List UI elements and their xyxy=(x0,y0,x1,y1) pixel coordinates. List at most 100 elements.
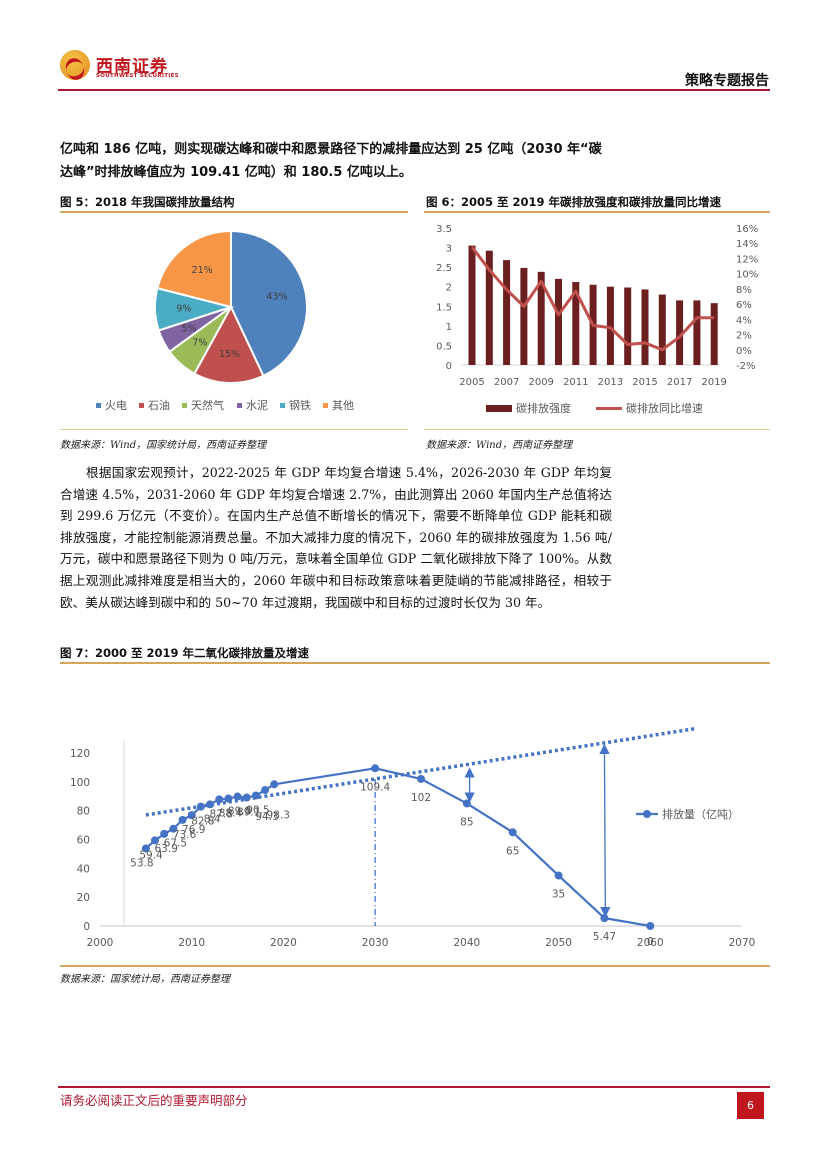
bar xyxy=(572,282,580,365)
data-label: 73.6 xyxy=(173,829,197,841)
figure6-title: 图 6：2005 至 2019 年碳排放强度和碳排放量同比增速 xyxy=(426,195,722,209)
data-point xyxy=(206,800,215,809)
svg-text:2030: 2030 xyxy=(362,937,389,949)
figure6-combo-chart: 0 0.5 1 1.5 2 2.5 3 3.5 -2% 0% 2% 4% 6% 8% 10% 12% 14% 16… xyxy=(436,224,758,415)
chart7-series: 53.859.463.967.573.676.982.88.487.888.48… xyxy=(130,764,655,948)
bar xyxy=(710,303,718,365)
svg-text:2040: 2040 xyxy=(453,937,480,949)
svg-text:14%: 14% xyxy=(736,239,758,250)
data-point xyxy=(508,828,517,837)
svg-text:2019: 2019 xyxy=(701,377,726,388)
legend-swatch-icon xyxy=(323,403,328,408)
pie-slices xyxy=(154,229,308,384)
data-point xyxy=(151,836,160,845)
svg-text:0: 0 xyxy=(83,921,90,933)
legend-label: 钢铁 xyxy=(289,399,311,412)
pie-legend: 火电 石油 天然气 水泥 钢铁 其他 xyxy=(96,398,354,412)
legend-bar-icon xyxy=(486,405,512,412)
bar xyxy=(468,245,476,365)
legend-label: 碳排放同比增速 xyxy=(626,401,703,415)
svg-text:1.5: 1.5 xyxy=(436,302,452,313)
data-point xyxy=(251,791,260,800)
bar xyxy=(503,260,511,365)
data-point xyxy=(261,786,270,795)
svg-text:2: 2 xyxy=(446,283,452,294)
data-point xyxy=(233,792,242,801)
svg-text:2007: 2007 xyxy=(494,377,519,388)
svg-text:0%: 0% xyxy=(736,346,752,357)
svg-text:2015: 2015 xyxy=(632,377,657,388)
intro-line-2: 达峰”时排放峰值应为 109.41 亿吨）和 180.5 亿吨以上。 xyxy=(60,165,412,180)
svg-text:2013: 2013 xyxy=(598,377,623,388)
header-divider xyxy=(58,89,770,91)
footer-divider xyxy=(58,1086,770,1088)
svg-text:120: 120 xyxy=(70,748,90,760)
data-label: 63.9 xyxy=(155,843,178,855)
svg-text:10%: 10% xyxy=(736,270,758,281)
bar xyxy=(555,278,562,365)
legend-swatch-icon xyxy=(280,403,285,408)
figure5-top-rule xyxy=(60,211,408,213)
svg-text:2060: 2060 xyxy=(637,937,664,949)
figure7-bottom-rule xyxy=(60,965,770,967)
chart6-bars xyxy=(468,245,718,365)
body-paragraph: 根据国家宏观预计，2022-2025 年 GDP 年均复合增速 5.4%，202… xyxy=(60,465,612,610)
legend-label: 排放量（亿吨） xyxy=(662,807,739,821)
data-point xyxy=(141,844,150,853)
figure6-top-rule xyxy=(424,211,770,213)
data-point xyxy=(646,922,655,930)
data-label: 59.4 xyxy=(139,849,163,861)
chart7-trendline xyxy=(145,726,697,817)
data-label: 82.8 xyxy=(191,816,214,828)
svg-text:2%: 2% xyxy=(736,331,752,342)
report-type: 策略专题报告 xyxy=(685,73,769,89)
data-point xyxy=(215,795,224,804)
figure5-title: 图 5：2018 年我国碳排放量结构 xyxy=(60,195,235,209)
pie-slice xyxy=(230,229,308,378)
svg-text:2010: 2010 xyxy=(178,937,205,949)
data-point xyxy=(417,774,425,783)
svg-text:0: 0 xyxy=(446,361,452,372)
data-point xyxy=(554,871,563,880)
svg-text:1: 1 xyxy=(446,322,452,333)
legend-swatch-icon xyxy=(237,403,242,408)
data-point xyxy=(462,799,471,808)
pie-slice xyxy=(156,229,232,309)
data-point xyxy=(270,780,279,789)
data-label: 67.5 xyxy=(164,838,187,850)
chart6-line xyxy=(470,246,715,352)
svg-text:12%: 12% xyxy=(736,254,758,265)
bar xyxy=(658,294,666,365)
svg-text:40: 40 xyxy=(77,863,90,875)
data-label: 94.3 xyxy=(255,811,278,823)
svg-text:2009: 2009 xyxy=(528,377,553,388)
bar xyxy=(606,286,614,365)
data-label: 89.8 xyxy=(228,806,251,818)
figure5-source: 数据来源：Wind，国家统计局，西南证券整理 xyxy=(60,440,267,451)
logo-text: 西南证券 xyxy=(96,57,168,77)
data-label: 5.47 xyxy=(593,931,616,943)
pie-labels: 43% 15% 7% 5% 9% 21% xyxy=(176,265,287,360)
svg-text:2050: 2050 xyxy=(545,937,572,949)
bar xyxy=(624,287,632,365)
chart7-legend: 排放量（亿吨） xyxy=(636,807,739,821)
pie-label: 21% xyxy=(192,265,213,276)
svg-text:2017: 2017 xyxy=(667,377,692,388)
svg-text:6%: 6% xyxy=(736,300,752,311)
svg-text:8%: 8% xyxy=(736,285,752,296)
svg-text:20: 20 xyxy=(77,892,90,904)
data-point xyxy=(178,815,187,824)
data-label: 53.8 xyxy=(130,857,153,869)
legend-label: 石油 xyxy=(148,398,170,412)
legend-label: 天然气 xyxy=(191,398,224,412)
svg-text:16%: 16% xyxy=(736,224,758,235)
data-point xyxy=(169,824,178,833)
svg-text:-2%: -2% xyxy=(736,361,755,372)
legend-label: 水泥 xyxy=(246,399,268,412)
intro-line-1: 亿吨和 186 亿吨，则实现碳达峰和碳中和愿景路径下的减排量应达到 25 亿吨（… xyxy=(60,142,602,157)
figure6-bottom-rule xyxy=(424,429,770,430)
svg-text:80: 80 xyxy=(77,806,90,818)
legend-label: 其他 xyxy=(332,399,354,412)
